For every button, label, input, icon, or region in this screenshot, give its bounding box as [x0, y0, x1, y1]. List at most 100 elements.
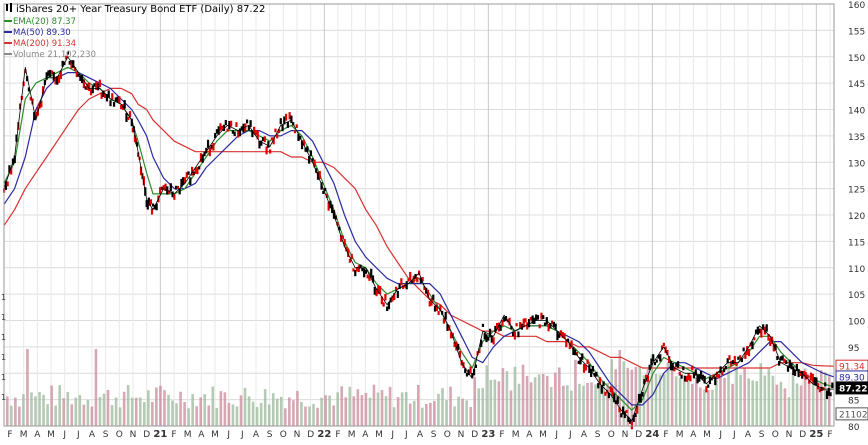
- price-candle: [618, 407, 621, 413]
- price-candle: [405, 281, 408, 290]
- price-candle: [212, 142, 215, 151]
- volume-bar: [723, 377, 726, 426]
- volume-bar: [384, 396, 388, 426]
- volume-bar: [606, 382, 609, 426]
- x-month-label: J: [404, 430, 408, 440]
- price-candle: [109, 100, 112, 107]
- volume-bar: [368, 397, 372, 426]
- volume-bar: [332, 405, 335, 426]
- price-candle: [453, 341, 456, 348]
- volume-bar: [10, 405, 13, 426]
- price-candle: [394, 286, 398, 292]
- price-candle: [581, 353, 584, 360]
- price-candle: [43, 79, 46, 85]
- price-candle: [82, 79, 86, 89]
- volume-bar: [380, 390, 384, 426]
- price-candle: [208, 147, 211, 157]
- price-candle: [664, 346, 667, 354]
- price-candle: [300, 140, 304, 150]
- x-month-label: A: [89, 430, 96, 440]
- price-candle: [643, 379, 646, 385]
- x-month-label: S: [267, 430, 273, 440]
- price-candle: [125, 113, 128, 122]
- price-candle: [334, 215, 337, 220]
- x-year-label: 23: [481, 429, 495, 440]
- left-tick-label: 1: [1, 373, 6, 382]
- volume-bar: [493, 379, 497, 426]
- price-candle: [723, 368, 726, 373]
- price-candle: [171, 191, 174, 198]
- volume-bar: [211, 386, 215, 426]
- price-candle: [33, 112, 36, 121]
- price-candle: [361, 267, 364, 272]
- price-candle: [444, 311, 447, 320]
- x-month-label: M: [539, 430, 547, 440]
- price-candle: [790, 363, 793, 370]
- volume-bar: [441, 388, 444, 426]
- volume-bar: [787, 397, 791, 426]
- volume-bar: [630, 369, 634, 426]
- x-month-label: J: [568, 430, 572, 440]
- price-candle: [524, 318, 527, 323]
- volume-bar: [70, 404, 74, 426]
- chart-title: iShares 20+ Year Treasury Bond ETF (Dail…: [16, 4, 265, 15]
- price-candle: [751, 341, 754, 350]
- volume-bar: [727, 362, 730, 426]
- price-candle: [671, 363, 674, 371]
- price-candle: [568, 343, 571, 350]
- volume-bar: [328, 395, 331, 426]
- x-month-label: A: [526, 430, 533, 440]
- legend-entry: EMA(20) 87.37: [13, 17, 76, 27]
- price-candle: [320, 182, 323, 190]
- x-month-label: M: [676, 430, 684, 440]
- volume-bar: [670, 369, 674, 426]
- price-candle: [339, 235, 343, 242]
- price-candle: [341, 235, 344, 239]
- price-candle: [687, 372, 690, 381]
- volume-bar: [626, 367, 630, 426]
- price-candle: [366, 274, 369, 279]
- price-candle: [146, 202, 149, 210]
- price-candle: [699, 371, 703, 379]
- price-candle: [105, 94, 109, 102]
- volume-bar: [678, 378, 682, 426]
- y-tick-label: 130: [848, 159, 865, 169]
- price-candle: [240, 126, 243, 130]
- volume-bar: [207, 405, 211, 426]
- price-candle: [359, 264, 362, 269]
- price-candle: [820, 386, 823, 391]
- price-candle: [297, 134, 300, 142]
- price-candle: [24, 69, 27, 74]
- price-candle: [487, 336, 490, 341]
- price-candle: [747, 348, 751, 357]
- volume-bar: [183, 401, 186, 426]
- price-candle: [419, 277, 422, 283]
- price-candle: [192, 171, 195, 175]
- price-candle: [795, 363, 798, 371]
- volume-bar: [231, 404, 235, 426]
- price-candle: [293, 129, 297, 134]
- price-candle: [696, 375, 699, 384]
- volume-bar: [191, 394, 194, 426]
- price-candle: [403, 284, 407, 288]
- y-tick-label: 145: [848, 80, 865, 90]
- volume-bar: [445, 400, 448, 426]
- volume-bar: [590, 382, 593, 426]
- price-candle: [645, 374, 648, 382]
- price-candle: [788, 359, 791, 368]
- price-candle: [65, 55, 68, 60]
- price-candle: [52, 71, 55, 81]
- volume-bar: [396, 397, 400, 426]
- price-candle: [540, 312, 543, 320]
- x-month-label: M: [703, 430, 711, 440]
- price-candle: [797, 369, 800, 378]
- price-candle: [684, 375, 687, 382]
- volume-bar: [348, 386, 352, 426]
- volume-bar: [686, 374, 690, 426]
- price-candle: [114, 97, 117, 102]
- volume-bar: [292, 400, 295, 426]
- price-candle: [558, 333, 561, 338]
- volume-bar: [707, 390, 710, 426]
- x-month-label: J: [76, 430, 80, 440]
- price-candle: [142, 176, 145, 186]
